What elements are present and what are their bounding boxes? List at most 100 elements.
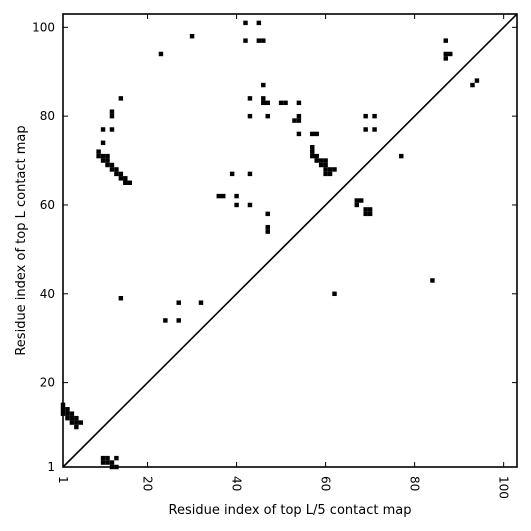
x-tick-label: 1	[56, 476, 70, 484]
contact-point	[443, 51, 449, 57]
contact-point	[69, 415, 75, 421]
contact-point	[109, 162, 115, 168]
y-tick-label: 40	[40, 287, 55, 301]
contact-point	[247, 113, 253, 119]
contact-point	[65, 411, 70, 416]
contact-point	[123, 176, 128, 181]
contact-point	[100, 153, 106, 159]
contact-point	[109, 460, 115, 465]
contact-point	[229, 171, 235, 177]
contact-point	[221, 193, 226, 199]
contact-point	[105, 162, 110, 168]
contact-point	[265, 224, 270, 230]
contact-point	[234, 193, 239, 199]
contact-point	[256, 38, 262, 43]
contact-point	[247, 96, 253, 101]
contact-point	[69, 420, 75, 425]
contact-point	[278, 100, 284, 106]
contact-point	[265, 229, 270, 234]
x-tick-label: 100	[497, 476, 511, 499]
contact-point	[247, 202, 253, 208]
contact-point	[109, 109, 115, 114]
contact-point	[318, 162, 324, 168]
contact-point	[292, 118, 297, 123]
contact-point	[310, 145, 315, 150]
contact-point	[470, 82, 475, 88]
contact-point	[372, 127, 377, 132]
contact-point	[114, 455, 119, 461]
diagonal-line	[62, 13, 518, 468]
contact-point	[265, 113, 270, 119]
contact-point	[109, 167, 115, 172]
x-axis-label: Residue index of top L/5 contact map	[169, 503, 412, 518]
contact-point	[74, 415, 79, 421]
contact-point	[318, 158, 324, 163]
contact-point	[105, 153, 110, 159]
y-tick-label: 20	[40, 376, 55, 390]
contact-point	[327, 167, 333, 172]
contact-point	[310, 131, 315, 137]
contact-point	[158, 51, 164, 57]
contact-point	[367, 211, 373, 217]
contact-point	[109, 113, 115, 119]
contact-point	[332, 291, 337, 297]
contact-point	[198, 300, 204, 305]
contact-point	[327, 171, 333, 177]
contact-point	[74, 424, 79, 430]
contact-point	[354, 198, 359, 203]
contact-point	[399, 153, 404, 159]
contact-point	[114, 171, 119, 177]
contact-point	[96, 149, 101, 154]
contact-point	[234, 202, 239, 208]
contact-point	[363, 113, 368, 119]
contact-point	[118, 176, 124, 181]
y-tick-label: 80	[40, 109, 55, 123]
contact-point	[189, 33, 195, 39]
y-axis-label: Residue index of top L contact map	[14, 125, 29, 355]
contact-point	[176, 300, 181, 305]
contact-point	[256, 20, 262, 26]
contact-point	[296, 113, 302, 119]
x-tick-label: 20	[141, 476, 155, 491]
contact-point	[69, 411, 75, 416]
contact-point	[296, 118, 302, 123]
contact-point	[216, 193, 222, 199]
contact-point	[443, 38, 449, 43]
contact-point	[243, 38, 248, 43]
contact-point	[118, 296, 124, 301]
contact-point	[261, 96, 266, 101]
contact-point	[118, 96, 124, 101]
contact-point	[430, 278, 435, 283]
contact-point	[261, 82, 266, 88]
y-tick-label: 100	[32, 20, 55, 34]
contact-point	[323, 158, 328, 163]
contact-point	[127, 180, 132, 185]
contact-point	[100, 158, 106, 163]
y-tick-label: 1	[47, 460, 55, 474]
contact-point	[105, 158, 110, 163]
contact-point	[100, 455, 106, 461]
contact-point	[265, 100, 270, 106]
x-tick-label: 80	[408, 476, 422, 491]
contact-point	[323, 167, 328, 172]
contact-point	[296, 100, 302, 106]
contact-point	[310, 149, 315, 154]
contact-point	[163, 318, 168, 323]
contact-point	[363, 207, 368, 212]
contact-point	[363, 211, 368, 217]
contact-point	[283, 100, 288, 106]
contact-point	[176, 318, 181, 323]
contact-point	[109, 127, 115, 132]
contact-point	[363, 127, 368, 132]
contact-point	[118, 171, 124, 177]
contact-point	[105, 460, 110, 465]
contact-point	[100, 127, 106, 132]
contact-point	[96, 153, 101, 159]
contact-point	[367, 207, 373, 212]
contact-point	[261, 100, 266, 106]
plot-frame	[62, 13, 518, 468]
contact-point	[448, 51, 453, 57]
contact-point	[65, 415, 70, 421]
contact-point	[65, 407, 70, 412]
